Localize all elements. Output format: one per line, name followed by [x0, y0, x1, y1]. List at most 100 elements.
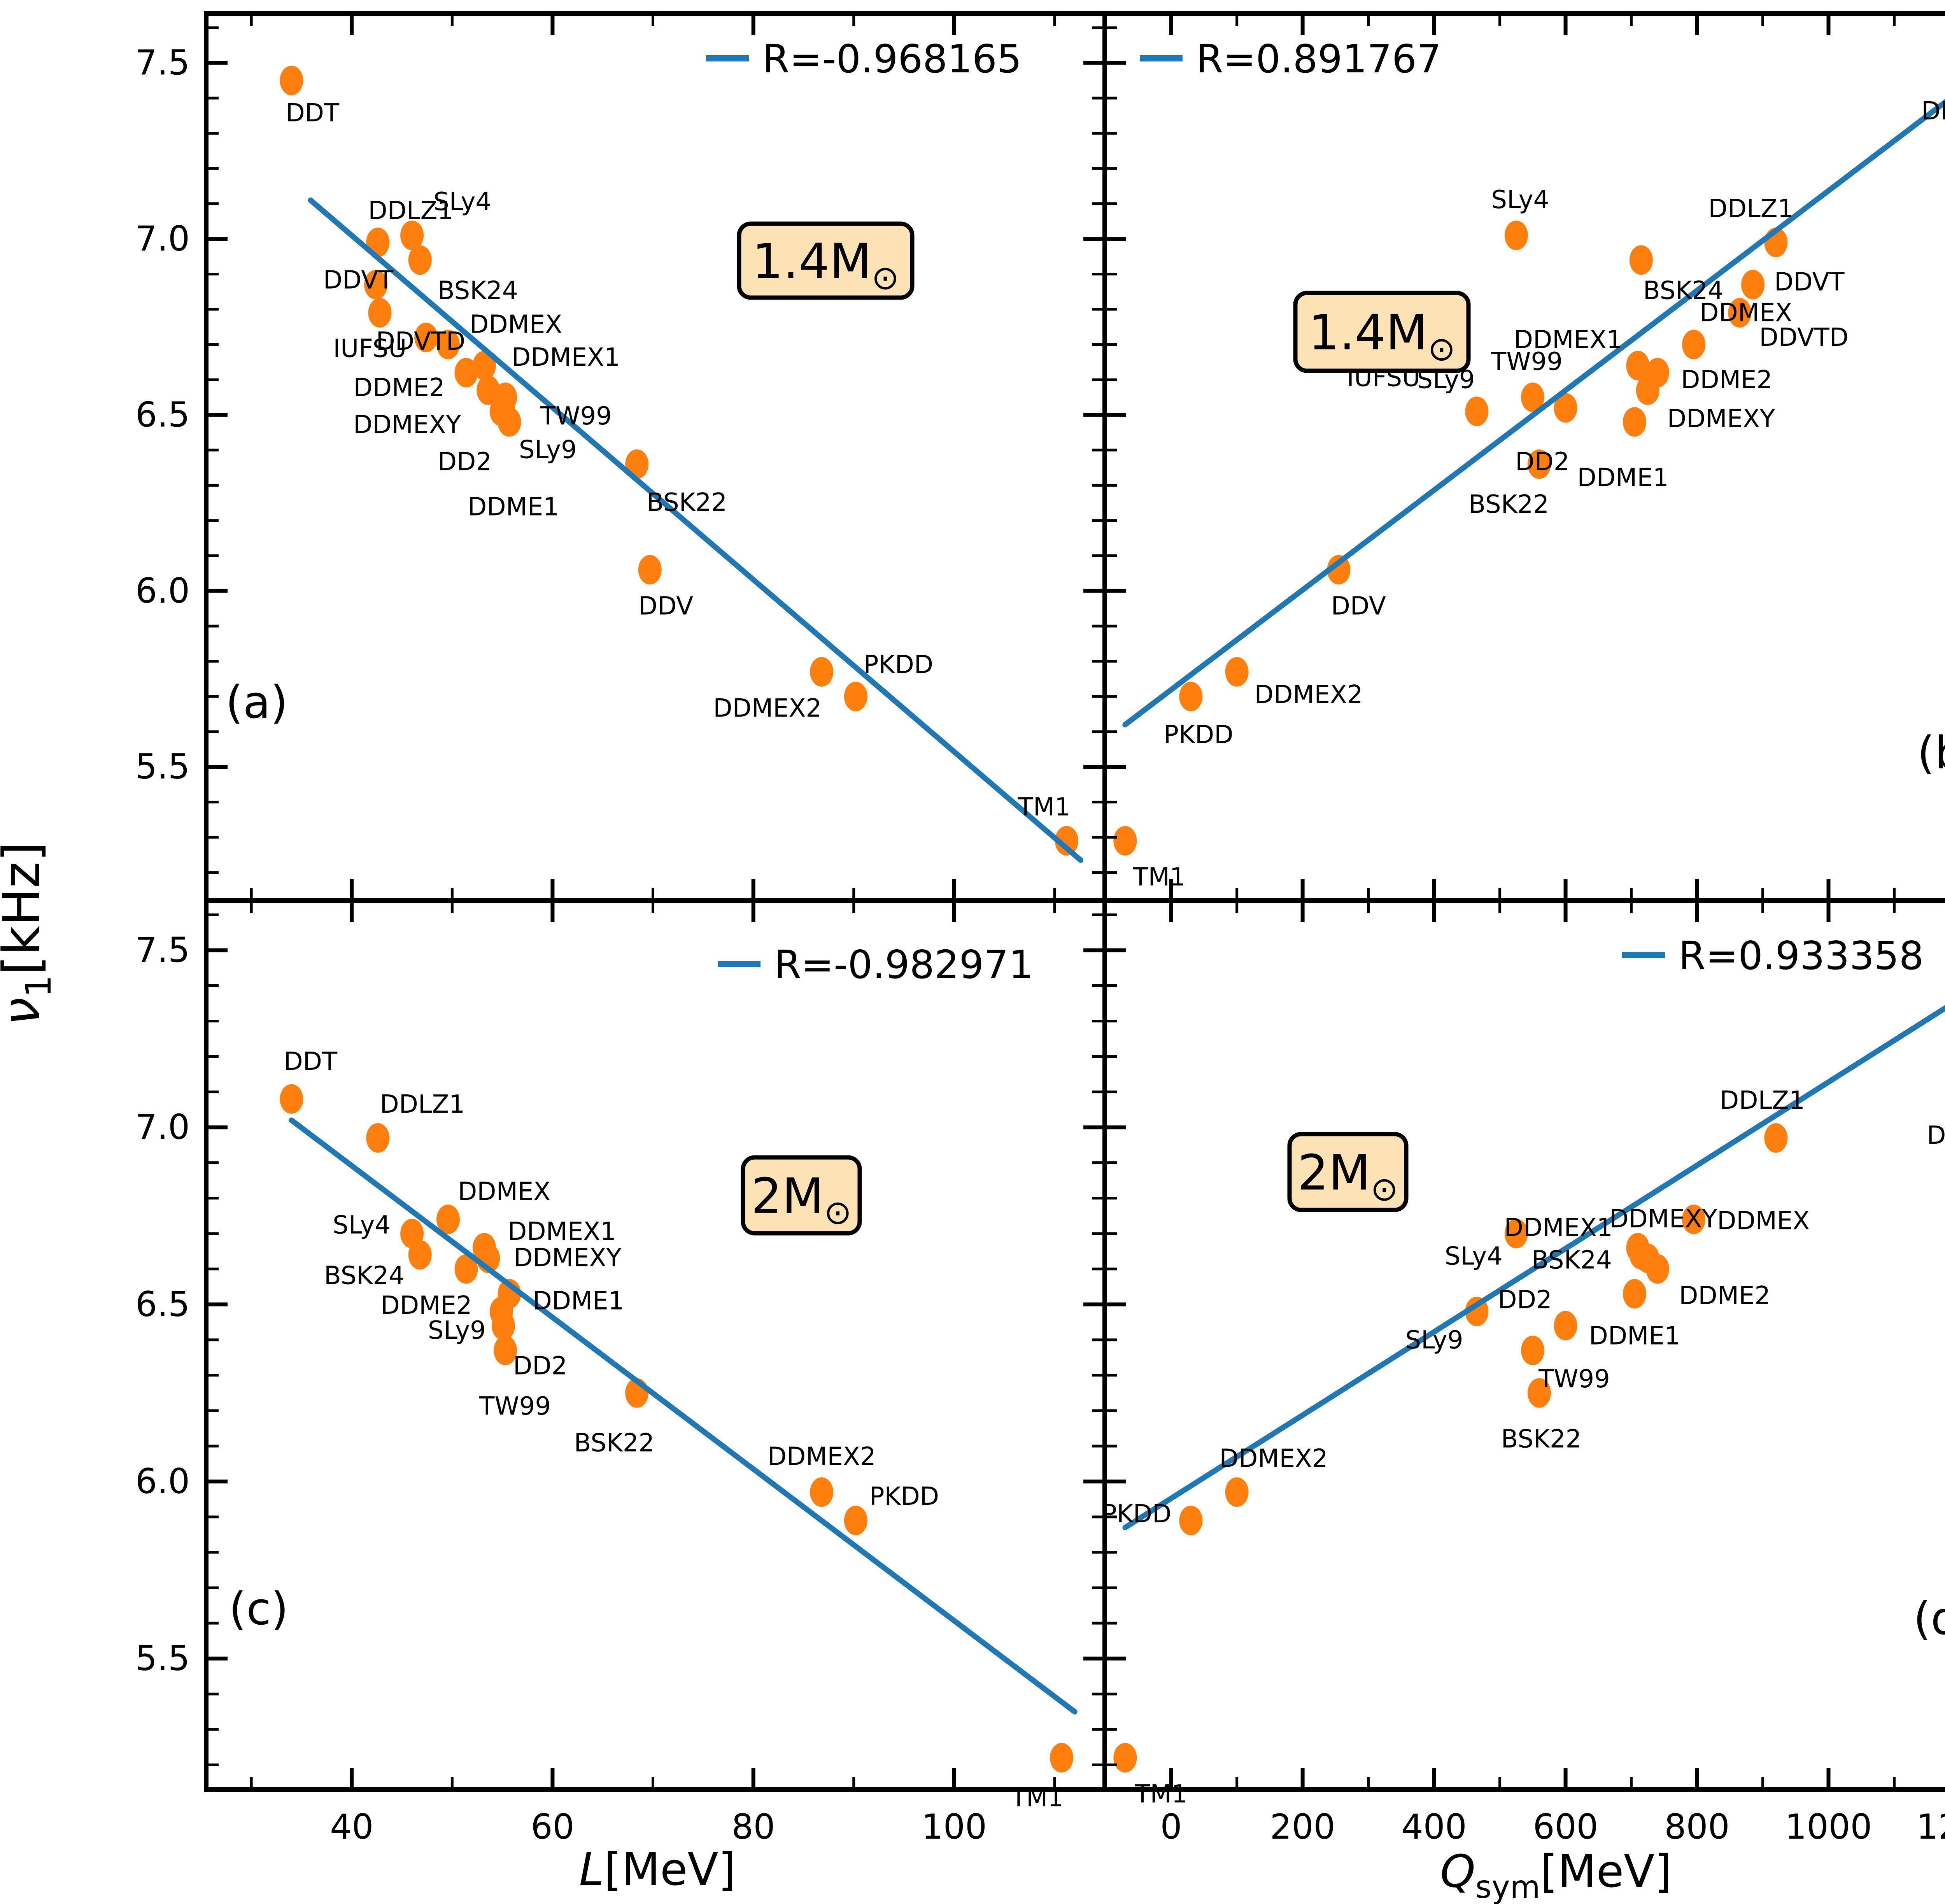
data-point: [436, 1204, 460, 1234]
sun-symbol: ⊙: [1370, 1170, 1398, 1209]
x-tick-label: 40: [330, 1807, 373, 1847]
data-point: [1554, 1311, 1577, 1341]
legend-label: R=0.933358: [1679, 933, 1924, 978]
data-point: [1179, 1506, 1203, 1536]
data-point: [1682, 1204, 1706, 1234]
panel-letter: (b): [1917, 727, 1945, 779]
point-label: DDME1: [468, 493, 559, 522]
point-label: DDLZ1: [1708, 195, 1794, 223]
data-point: [368, 298, 392, 328]
x-tick-label: 600: [1533, 1807, 1598, 1847]
point-label: DDME2: [1681, 366, 1772, 394]
data-point: [1327, 555, 1351, 585]
data-point: [1623, 407, 1647, 437]
y-tick-label: 6.0: [135, 1461, 190, 1501]
data-point: [436, 330, 460, 359]
point-label: DDME2: [354, 373, 445, 402]
point-label: SLy9: [1405, 1326, 1463, 1355]
point-label: DDVTD: [376, 327, 466, 356]
point-label: TM1: [1134, 1780, 1187, 1809]
fit-line: [1122, 99, 1945, 728]
x-tick-label: 400: [1402, 1807, 1467, 1847]
legend-label: R=0.891767: [1196, 36, 1441, 82]
mass-value: 2M: [1298, 1145, 1370, 1201]
y-axis-label: ν1[kHz]: [0, 842, 59, 1026]
point-label: DDMEXY: [1609, 1204, 1717, 1233]
y-axis-label-part: [kHz]: [0, 842, 51, 975]
x-tick-label: 60: [531, 1807, 574, 1847]
mass-badge-label: 1.4M⊙: [752, 233, 899, 297]
data-point: [1626, 351, 1650, 380]
data-point: [1179, 682, 1203, 712]
data-point: [1504, 1218, 1528, 1248]
x-tick-label: 800: [1665, 1807, 1730, 1847]
data-point: [1646, 1254, 1670, 1284]
point-label: BSK24: [1531, 1246, 1612, 1275]
x-axis-label-part: [MeV]: [1540, 1846, 1672, 1898]
data-point: [1764, 1123, 1788, 1153]
y-axis-label-part: 1: [18, 975, 59, 997]
point-label: PKDD: [1102, 1500, 1171, 1529]
point-label: BSK22: [574, 1429, 654, 1457]
point-label: DDME1: [533, 1287, 624, 1315]
mass-badge: [737, 221, 915, 300]
data-point: [810, 657, 834, 687]
point-label: BSK24: [324, 1261, 405, 1290]
point-label: DDMEX2: [767, 1442, 876, 1471]
point-label: DDMEX2: [1255, 680, 1363, 709]
point-label: BSK22: [1468, 490, 1549, 519]
data-point: [1554, 393, 1577, 423]
y-tick-label: 7.5: [135, 930, 190, 970]
sun-symbol: ⊙: [871, 259, 899, 297]
fit-line-group: [308, 197, 1084, 863]
point-label: DDME1: [1577, 464, 1669, 493]
fit-line-group: [1122, 1005, 1945, 1531]
y-tick-label: 6.5: [135, 1284, 190, 1324]
data-point: [1682, 330, 1706, 359]
axis-spine: [1102, 898, 1945, 1792]
data-point: [1527, 1378, 1551, 1408]
point-label: TW99: [479, 1392, 551, 1421]
point-label: SLy9: [428, 1316, 486, 1345]
point-label: BSK24: [438, 276, 518, 305]
data-point: [1113, 826, 1137, 856]
mass-badge: [741, 1155, 862, 1236]
point-label: DDMEX2: [713, 694, 822, 723]
y-tick-label: 5.5: [135, 1638, 190, 1678]
point-label: DDVTD: [1759, 323, 1849, 352]
fit-line-group: [289, 1117, 1078, 1715]
point-label: DDMEX: [470, 310, 562, 339]
legend-label: R=-0.968165: [762, 36, 1022, 82]
panel-letter: (a): [226, 677, 288, 729]
point-label: DDMEX: [458, 1177, 550, 1206]
panel-letter: (c): [229, 1583, 289, 1635]
fit-line-group: [1122, 99, 1945, 728]
y-tick-label: 7.0: [135, 1107, 190, 1147]
mass-badge: [1287, 1132, 1409, 1212]
mass-value: 1.4M: [752, 233, 872, 290]
data-point: [844, 1506, 867, 1536]
point-label: SLy4: [1445, 1242, 1503, 1271]
data-point: [1225, 657, 1249, 687]
point-label: PKDD: [869, 1482, 939, 1511]
mass-badge-label: 2M⊙: [751, 1168, 852, 1232]
mass-badge-label: 2M⊙: [1298, 1145, 1398, 1209]
x-tick-label: 0: [1160, 1807, 1182, 1847]
data-point: [1504, 221, 1528, 250]
mass-badge: [1293, 291, 1471, 373]
data-point: [1113, 1743, 1137, 1773]
mass-badge-label: 1.4M⊙: [1309, 305, 1456, 368]
y-tick-label: 7.0: [135, 219, 190, 259]
point-label: DDT: [1921, 97, 1945, 126]
data-point: [1225, 1477, 1249, 1507]
data-point: [1521, 1336, 1545, 1366]
sun-symbol: ⊙: [1428, 330, 1455, 368]
point-label: DDMEX: [1700, 298, 1792, 327]
point-label: DD2: [1498, 1285, 1552, 1314]
data-point: [408, 1240, 432, 1270]
x-tick-label: 1200: [1916, 1807, 1945, 1847]
point-label: DDV: [1331, 592, 1386, 621]
data-point: [1629, 245, 1653, 275]
point-label: TW99: [540, 402, 612, 431]
